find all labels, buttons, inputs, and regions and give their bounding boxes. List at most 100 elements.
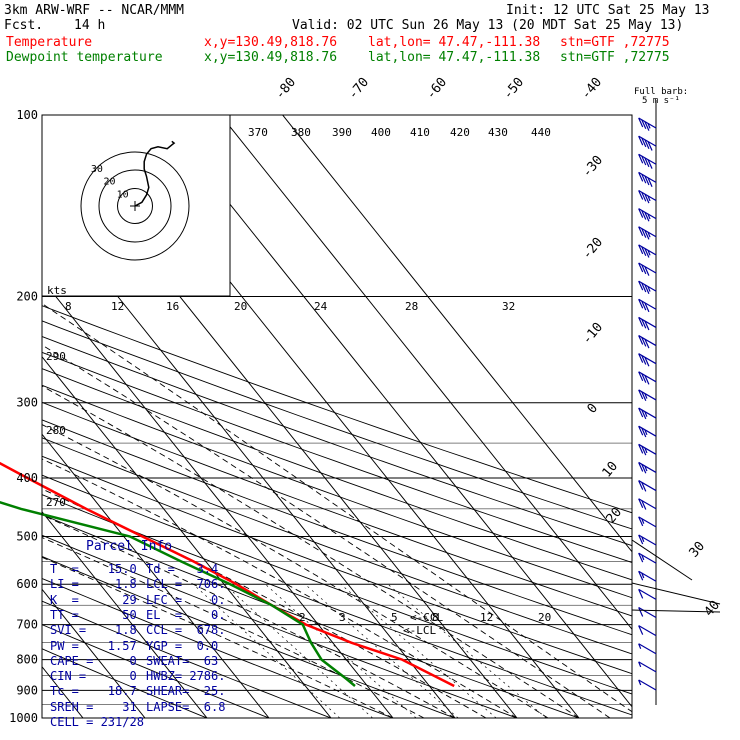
parcel-info-left-value: CELL = 231/28 [50,715,144,729]
model-title: 3km ARW-WRF -- NCAR/MMM [4,3,185,18]
valid-time: Valid: 02 UTC Sun 26 May 13 (20 MDT Sat … [292,18,684,33]
parcel-info-right-value: EL = 0. [146,607,226,622]
parcel-info-title: Parcel Info [86,539,173,554]
isotherm-line [42,278,394,718]
parcel-info-left-value: CIN = 0 [50,669,137,684]
wind-barb [638,226,657,240]
parcel-info-right-value: SHEAR= 25. [146,684,226,699]
pressure-tick-label: 400 [16,471,38,485]
mixing-ratio-line-4 [340,583,497,718]
parcel-info-right-value: YGP = 0.0 [146,638,219,653]
isotherm-line [42,588,146,718]
mixing-ratio-label: 20 [538,611,551,624]
hodograph-ring-10 [117,188,153,224]
pressure-tick-label: 700 [16,618,38,632]
isotherm-line [282,115,632,553]
parcel-info-left-value: Tc = 18.7 [50,684,137,699]
isotherm-label: -80 [273,75,300,103]
wind-speed-tick: 32 [502,300,515,313]
mixing-ratio-label: 5 [391,611,398,624]
wind-speed-tick: 16 [166,300,179,313]
wind-barb [638,117,657,131]
hodograph-speed-label: 30 [91,164,103,175]
mixing-ratio-label: 12 [480,611,493,624]
wind-barb [638,461,657,474]
wind-barb [638,570,657,582]
theta-label: 280 [46,424,66,437]
dry-adiabat-12 [42,401,632,617]
wind-barb [638,498,657,510]
mixing-ratio-label: 3 [339,611,346,624]
hodograph-ring-30 [80,151,190,261]
hodograph-speed-label: 20 [104,177,116,188]
isotherm-label: -30 [580,153,607,181]
theta-label: 290 [46,350,66,363]
mixing-ratio-line-1 [224,583,373,718]
isotherm-label: -60 [424,75,451,103]
parcel-info-left-value: CAPE = 0 [50,653,137,668]
plot-area [42,115,632,718]
wind-barb [638,516,657,528]
parcel-info-left-value: PW = 1.57 [50,638,137,653]
wind-barb [638,189,657,204]
dewpoint-profile [0,500,356,687]
moist-adiabat-3 [42,488,487,718]
wind-barb [638,389,657,401]
parcel-info-left-value: TT = 50 [50,607,137,622]
wind-barb [638,425,657,438]
parcel-info-left-value: T = 15.0 [50,562,137,576]
isotherm-line [42,510,208,718]
dry-adiabat-17 [42,320,632,530]
pressure-tick-label: 100 [16,108,38,122]
parcel-info-right-value: SWEAT= 63 [146,653,219,668]
legend-dewpoint-latlon: lat,lon= 47.47,-111.38 [368,50,541,65]
theta-label: 430 [488,126,508,139]
isotherm-label: -70 [346,75,373,103]
dry-adiabat-13 [42,384,632,599]
wind-barb [638,679,657,691]
mixing-ratio-label: 2 [299,611,306,624]
dry-adiabat-2 [42,600,333,718]
moist-adiabat-1 [42,537,425,718]
pressure-tick-label: 800 [16,653,38,667]
wind-barb [638,135,657,151]
pressure-tick-label: 200 [16,290,38,304]
forecast-label: Fcst. [4,18,44,33]
dry-adiabat-16 [42,335,632,547]
init-time: Init: 12 UTC Sat 25 May 13 [506,3,710,18]
wind-barb [638,588,657,600]
pressure-tick-label: 1000 [9,711,38,725]
isotherm-label: 10 [600,459,622,481]
wind-barb [638,371,657,385]
dry-adiabat-8 [42,474,632,695]
dry-adiabat-9 [42,455,632,675]
isotherm-label: 30 [687,539,709,561]
dry-adiabat-7 [42,494,632,716]
legend-dewpoint-station: stn=GTF ,72775 [560,50,670,65]
side-panel-line [631,539,693,581]
isotherm-label: 20 [604,505,626,527]
side-panel-line [631,609,721,613]
parcel-info-left-value: LI = 1.8 [50,577,137,592]
theta-label: 420 [450,126,470,139]
isotherm-line [42,355,332,718]
pressure-tick-label: 300 [16,396,38,410]
dry-adiabat-0 [42,648,209,718]
barb-legend-value: 5 m s⁻¹ [642,96,680,106]
isotherm-label: 40 [702,598,724,620]
theta-label: 410 [410,126,430,139]
wind-barb [638,298,657,313]
parcel-info-right-value: LFC = 0. [146,592,226,607]
wind-barb [638,443,657,456]
dry-adiabat-11 [42,419,632,636]
dry-adiabat-10 [42,437,632,655]
wind-barb [638,208,657,222]
pressure-tick-label: 900 [16,683,38,697]
legend-temperature-station: stn=GTF ,72775 [560,35,670,50]
ccl-marker: <-CCL [410,611,443,624]
parcel-info-right-value: CCL = 678. [146,623,226,638]
mixing-ratio-label: 8 [432,611,439,624]
legend-dewpoint-xy: x,y=130.49,818.76 [204,50,338,65]
isotherm-label: 0 [585,401,602,417]
